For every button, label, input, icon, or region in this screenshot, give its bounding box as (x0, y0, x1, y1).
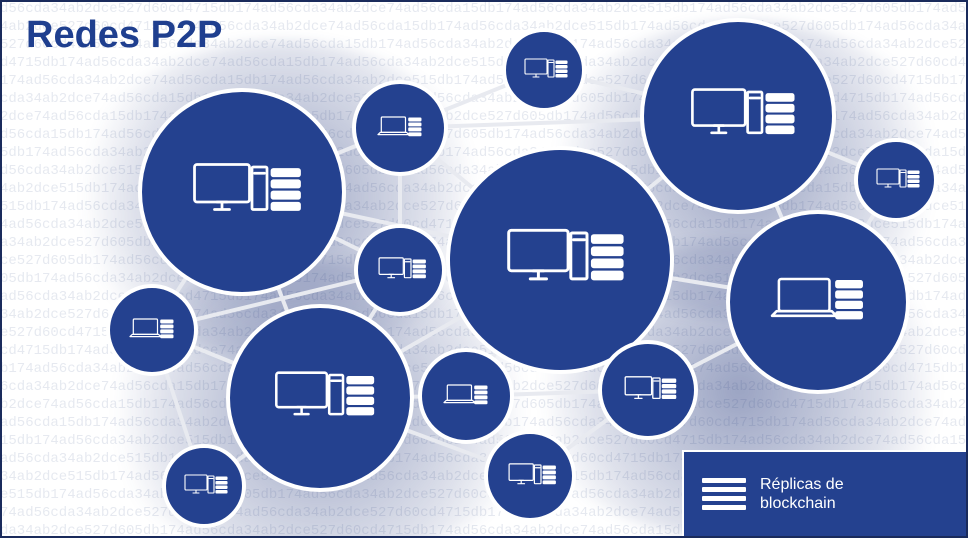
network-node (356, 226, 444, 314)
network-node (448, 148, 672, 372)
network-node (486, 432, 574, 520)
legend-box: Réplicas deblockchain (682, 450, 968, 538)
diagram-stage: d56cda34ab2dce527d60cd4715db174ad56cda34… (0, 0, 968, 538)
network-node (228, 306, 412, 490)
network-node (642, 20, 834, 212)
network-node (856, 140, 936, 220)
blockchain-bars-icon (702, 478, 746, 510)
page-title: Redes P2P (26, 14, 222, 57)
network-node (728, 212, 908, 392)
network-node (164, 446, 244, 526)
legend-label: Réplicas deblockchain (760, 475, 844, 513)
network-node (600, 342, 696, 438)
network-node (354, 82, 446, 174)
network-node (420, 350, 512, 442)
network-node (504, 30, 584, 110)
network-node (140, 90, 344, 294)
network-node (108, 286, 196, 374)
